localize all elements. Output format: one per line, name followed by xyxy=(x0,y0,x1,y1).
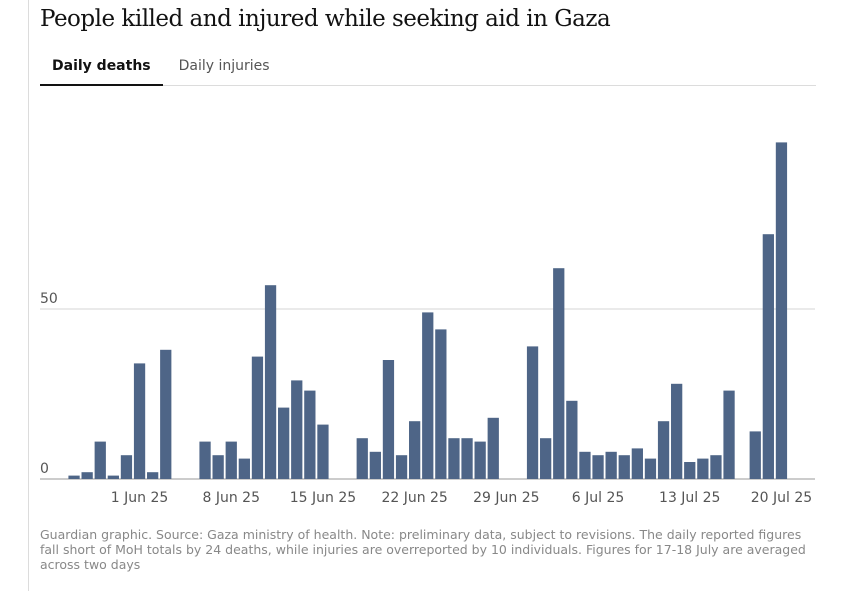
bar xyxy=(474,441,486,479)
x-tick-label: 15 Jun 25 xyxy=(290,490,356,506)
bar xyxy=(697,458,709,479)
bar xyxy=(395,455,408,479)
bar xyxy=(133,363,146,479)
tab[interactable]: Daily deaths xyxy=(40,54,163,86)
bar xyxy=(107,475,119,479)
tab[interactable]: Daily injuries xyxy=(178,58,270,74)
bar xyxy=(264,285,277,479)
bar xyxy=(644,458,657,479)
bar xyxy=(657,421,670,479)
x-tick-label: 1 Jun 25 xyxy=(111,490,169,506)
chart-title: People killed and injured while seeking … xyxy=(40,6,611,32)
bar xyxy=(435,329,447,479)
footnote: Guardian graphic. Source: Gaza ministry … xyxy=(40,527,806,572)
bar xyxy=(68,475,80,479)
x-tick-label: 20 Jul 25 xyxy=(751,490,812,506)
bar xyxy=(566,400,578,479)
bar xyxy=(749,431,761,479)
bar xyxy=(775,142,788,479)
bar xyxy=(710,455,722,479)
bar xyxy=(461,438,473,479)
bar xyxy=(81,472,93,479)
bar xyxy=(278,407,290,479)
bar xyxy=(160,349,172,479)
bar xyxy=(382,360,395,479)
bar xyxy=(579,451,591,479)
tab-bar: Daily deaths Daily injuries xyxy=(40,54,816,86)
x-tick-label: 6 Jul 25 xyxy=(572,490,625,506)
x-tick-label: 22 Jun 25 xyxy=(381,490,447,506)
bar xyxy=(304,390,316,479)
bar xyxy=(120,455,133,479)
bar xyxy=(671,383,683,479)
bar xyxy=(487,417,499,479)
bar xyxy=(238,458,250,479)
bar xyxy=(409,421,421,479)
bar xyxy=(762,234,774,479)
bar xyxy=(631,448,643,479)
x-tick-label: 8 Jun 25 xyxy=(203,490,261,506)
bar xyxy=(526,346,539,479)
bar xyxy=(605,451,617,479)
bar xyxy=(199,441,211,479)
bar xyxy=(448,438,460,479)
bar xyxy=(356,438,368,479)
bar xyxy=(147,472,159,479)
bar xyxy=(723,390,735,479)
bar xyxy=(251,356,264,479)
bar xyxy=(684,462,696,479)
divider xyxy=(28,0,29,591)
bar xyxy=(212,455,224,479)
y-tick-label: 50 xyxy=(40,291,58,307)
bar xyxy=(291,380,303,479)
bar xyxy=(369,451,381,479)
bar xyxy=(553,268,565,479)
bar xyxy=(94,441,106,479)
bar xyxy=(618,455,630,479)
bar xyxy=(540,438,552,479)
bar xyxy=(317,424,329,479)
y-tick-label: 0 xyxy=(40,461,49,477)
bar xyxy=(225,441,237,479)
x-tick-label: 13 Jul 25 xyxy=(659,490,720,506)
x-tick-label: 29 Jun 25 xyxy=(473,490,539,506)
bar xyxy=(592,455,604,479)
bar xyxy=(422,312,434,479)
